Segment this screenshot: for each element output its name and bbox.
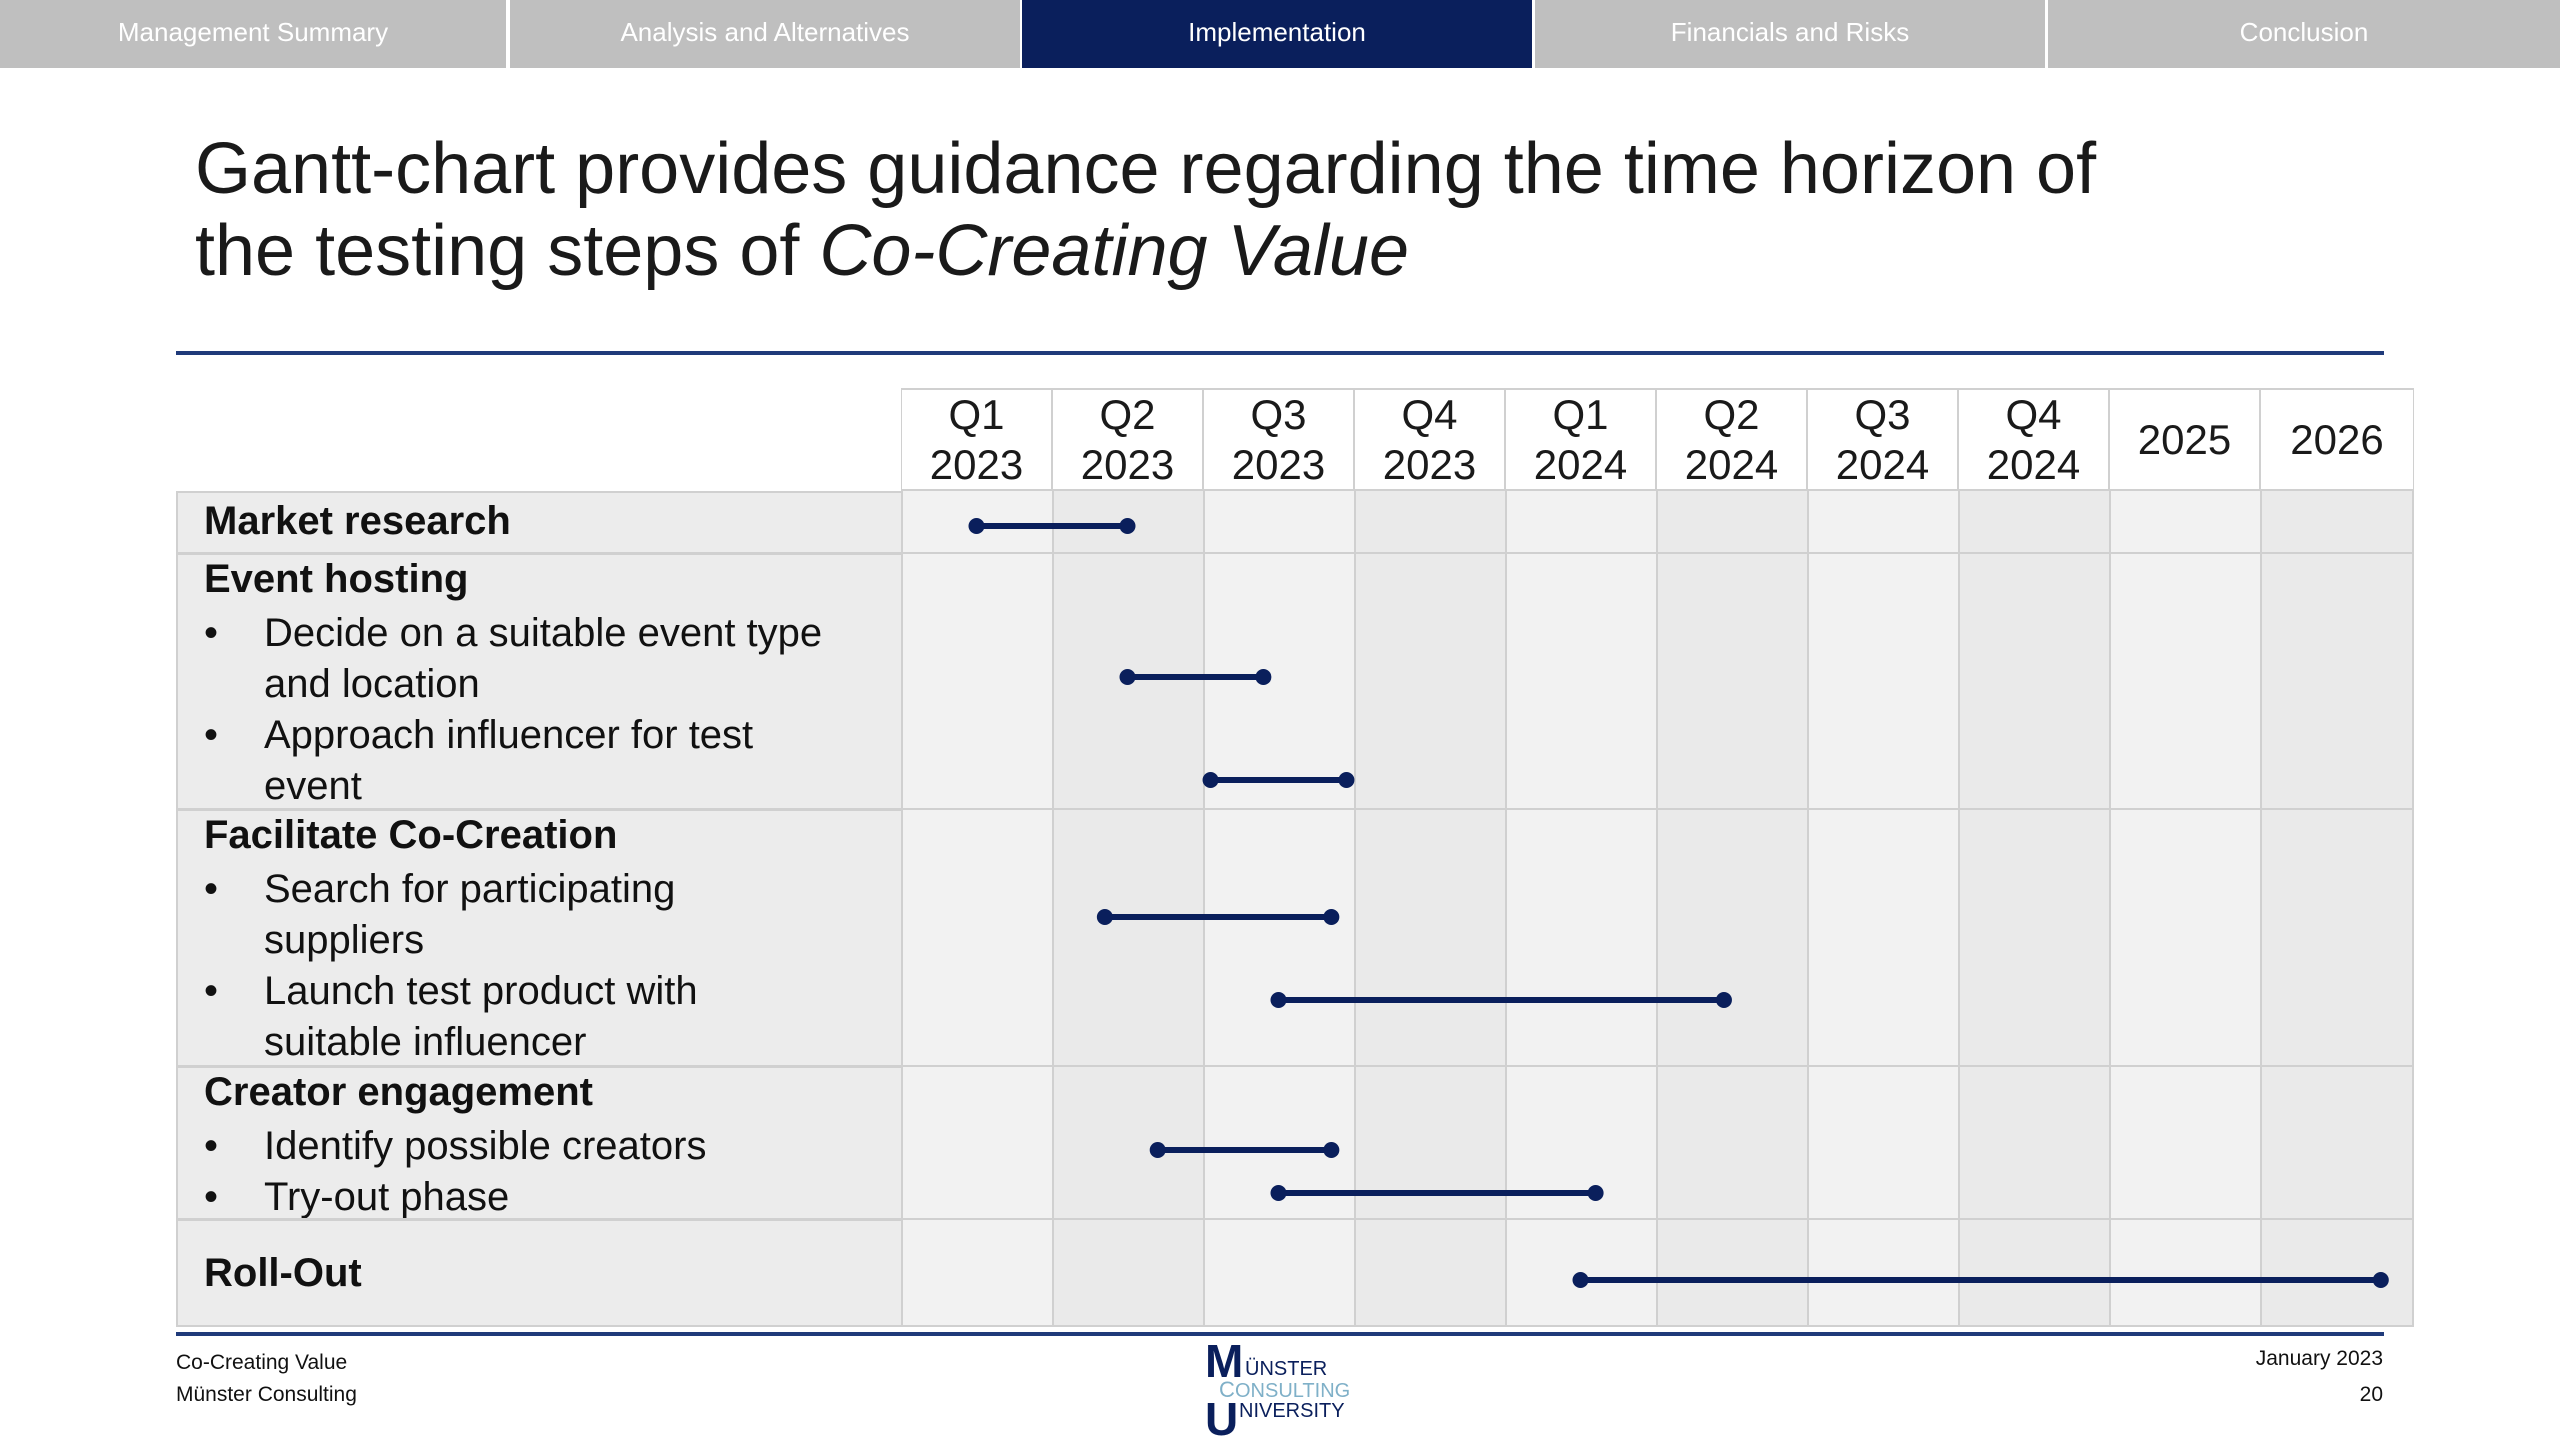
gantt-bar-end-dot [1119,518,1136,534]
footer-page-number: 20 [2359,1383,2383,1406]
gantt-bar [968,518,1136,534]
munster-consulting-university-logo: M ÜNSTER C ONSULTING U NIVERSITY [1205,1335,1350,1440]
gantt-column-bg [1958,491,2109,1327]
gantt-header-2026: 2026 [2260,388,2414,491]
gantt-row-facilitate-co-creation: Facilitate Co-Creation • Search for part… [176,809,901,1066]
gantt-header-q1-2024: Q1 2024 [1505,388,1656,491]
gantt-header-q2-2023: Q2 2023 [1052,388,1203,491]
gantt-bar-start-dot [1096,909,1113,925]
gantt-bar-start-dot [1270,1185,1287,1201]
gantt-bar [1119,669,1272,685]
gantt-column-bg [1052,491,1203,1327]
footer-company-name: Münster Consulting [176,1383,357,1406]
task-label: • Launch test product with suitable influ… [204,969,698,1064]
tab-analysis-and-alternatives[interactable]: Analysis and Alternatives [510,0,1020,68]
footer-project-name: Co-Creating Value [176,1351,348,1374]
logo-letter-m: M [1205,1335,1243,1387]
gantt-column-bg [1656,491,1807,1327]
group-title-event-hosting: Event hosting [204,557,469,601]
logo-letter-c: C [1219,1377,1235,1402]
gantt-column-bg [2109,491,2260,1327]
task-label: • Search for participating suppliers [204,867,676,962]
gantt-bar-start-dot [1119,669,1136,685]
gantt-header-q3-2023: Q3 2023 [1203,388,1354,491]
gantt-bar-start-dot [968,518,985,534]
row-divider [176,1218,2414,1220]
logo-letter-u: U [1205,1393,1238,1440]
tab-management-summary[interactable]: Management Summary [0,0,506,68]
gantt-bar-end-dot [1323,1142,1340,1158]
gantt-header-q4-2023: Q4 2023 [1354,388,1505,491]
row-divider [176,1325,2414,1327]
gantt-bar [1149,1142,1340,1158]
group-title-market-research: Market research [204,499,511,543]
gantt-bar-start-dot [1202,772,1219,788]
tab-financials-and-risks[interactable]: Financials and Risks [1535,0,2045,68]
top-navigation: Management Summary Analysis and Alternat… [0,0,2560,68]
gantt-bar-end-dot [1255,669,1272,685]
gantt-row-event-hosting: Event hosting • Decide on a suitable eve… [176,553,901,809]
gantt-bar-end-dot [1338,772,1355,788]
group-title-creator-engagement: Creator engagement [204,1070,593,1114]
logo-text-university: NIVERSITY [1239,1400,1345,1422]
logo-text-munster: ÜNSTER [1245,1358,1327,1380]
gantt-bar-start-dot [1572,1272,1589,1288]
slide-title: Gantt-chart provides guidance regarding … [195,128,2435,292]
gantt-bar-end-dot [1587,1185,1604,1201]
row-divider [176,552,2414,554]
gantt-row-market-research: Market research [176,491,901,553]
footer-date: January 2023 [2255,1347,2383,1370]
task-label: • Approach influencer for test event [204,713,754,808]
gantt-row-roll-out: Roll-Out [176,1219,901,1327]
logo-text-consulting: ONSULTING [1235,1380,1350,1402]
gantt-bar-end-dot [1715,992,1732,1008]
gantt-header-q3-2024: Q3 2024 [1807,388,1958,491]
task-label: • Decide on a suitable event type and loc… [204,611,823,706]
tab-conclusion[interactable]: Conclusion [2048,0,2560,68]
row-divider [176,1065,2414,1067]
row-divider [176,808,2414,810]
gantt-bar-start-dot [1270,992,1287,1008]
gantt-row-creator-engagement: Creator engagement • Identify possible c… [176,1066,901,1219]
gantt-column-bg [901,491,1052,1327]
slide-title-line2: the testing steps of [195,211,820,291]
gantt-bar-start-dot [1149,1142,1166,1158]
task-label: • Identify possible creators [204,1124,707,1168]
gantt-bar [1270,992,1732,1008]
gantt-bar [1202,772,1355,788]
gantt-bar [1096,909,1340,925]
gantt-bar-end-dot [2372,1272,2389,1288]
group-title-roll-out: Roll-Out [204,1251,362,1295]
gantt-bar-end-dot [1323,909,1340,925]
title-divider [176,351,2384,355]
tab-implementation[interactable]: Implementation [1022,0,1532,68]
task-label: • Try-out phase [204,1175,510,1219]
slide-title-line1: Gantt-chart provides guidance regarding … [195,129,2097,209]
gantt-column-bg [1505,491,1656,1327]
gantt-column-bg [1807,491,1958,1327]
gantt-column-bg [1354,491,1505,1327]
footer-divider [176,1332,2384,1336]
gantt-bar [1270,1185,1604,1201]
slide-title-italic: Co-Creating Value [819,211,1410,291]
group-title-facilitate-co-creation: Facilitate Co-Creation [204,813,618,857]
gantt-bar [1572,1272,2389,1288]
gantt-header-q1-2023: Q1 2023 [901,388,1052,491]
gantt-header-2025: 2025 [2109,388,2260,491]
gantt-column-bg [2260,491,2414,1327]
gantt-header-q2-2024: Q2 2024 [1656,388,1807,491]
gantt-header-q4-2024: Q4 2024 [1958,388,2109,491]
